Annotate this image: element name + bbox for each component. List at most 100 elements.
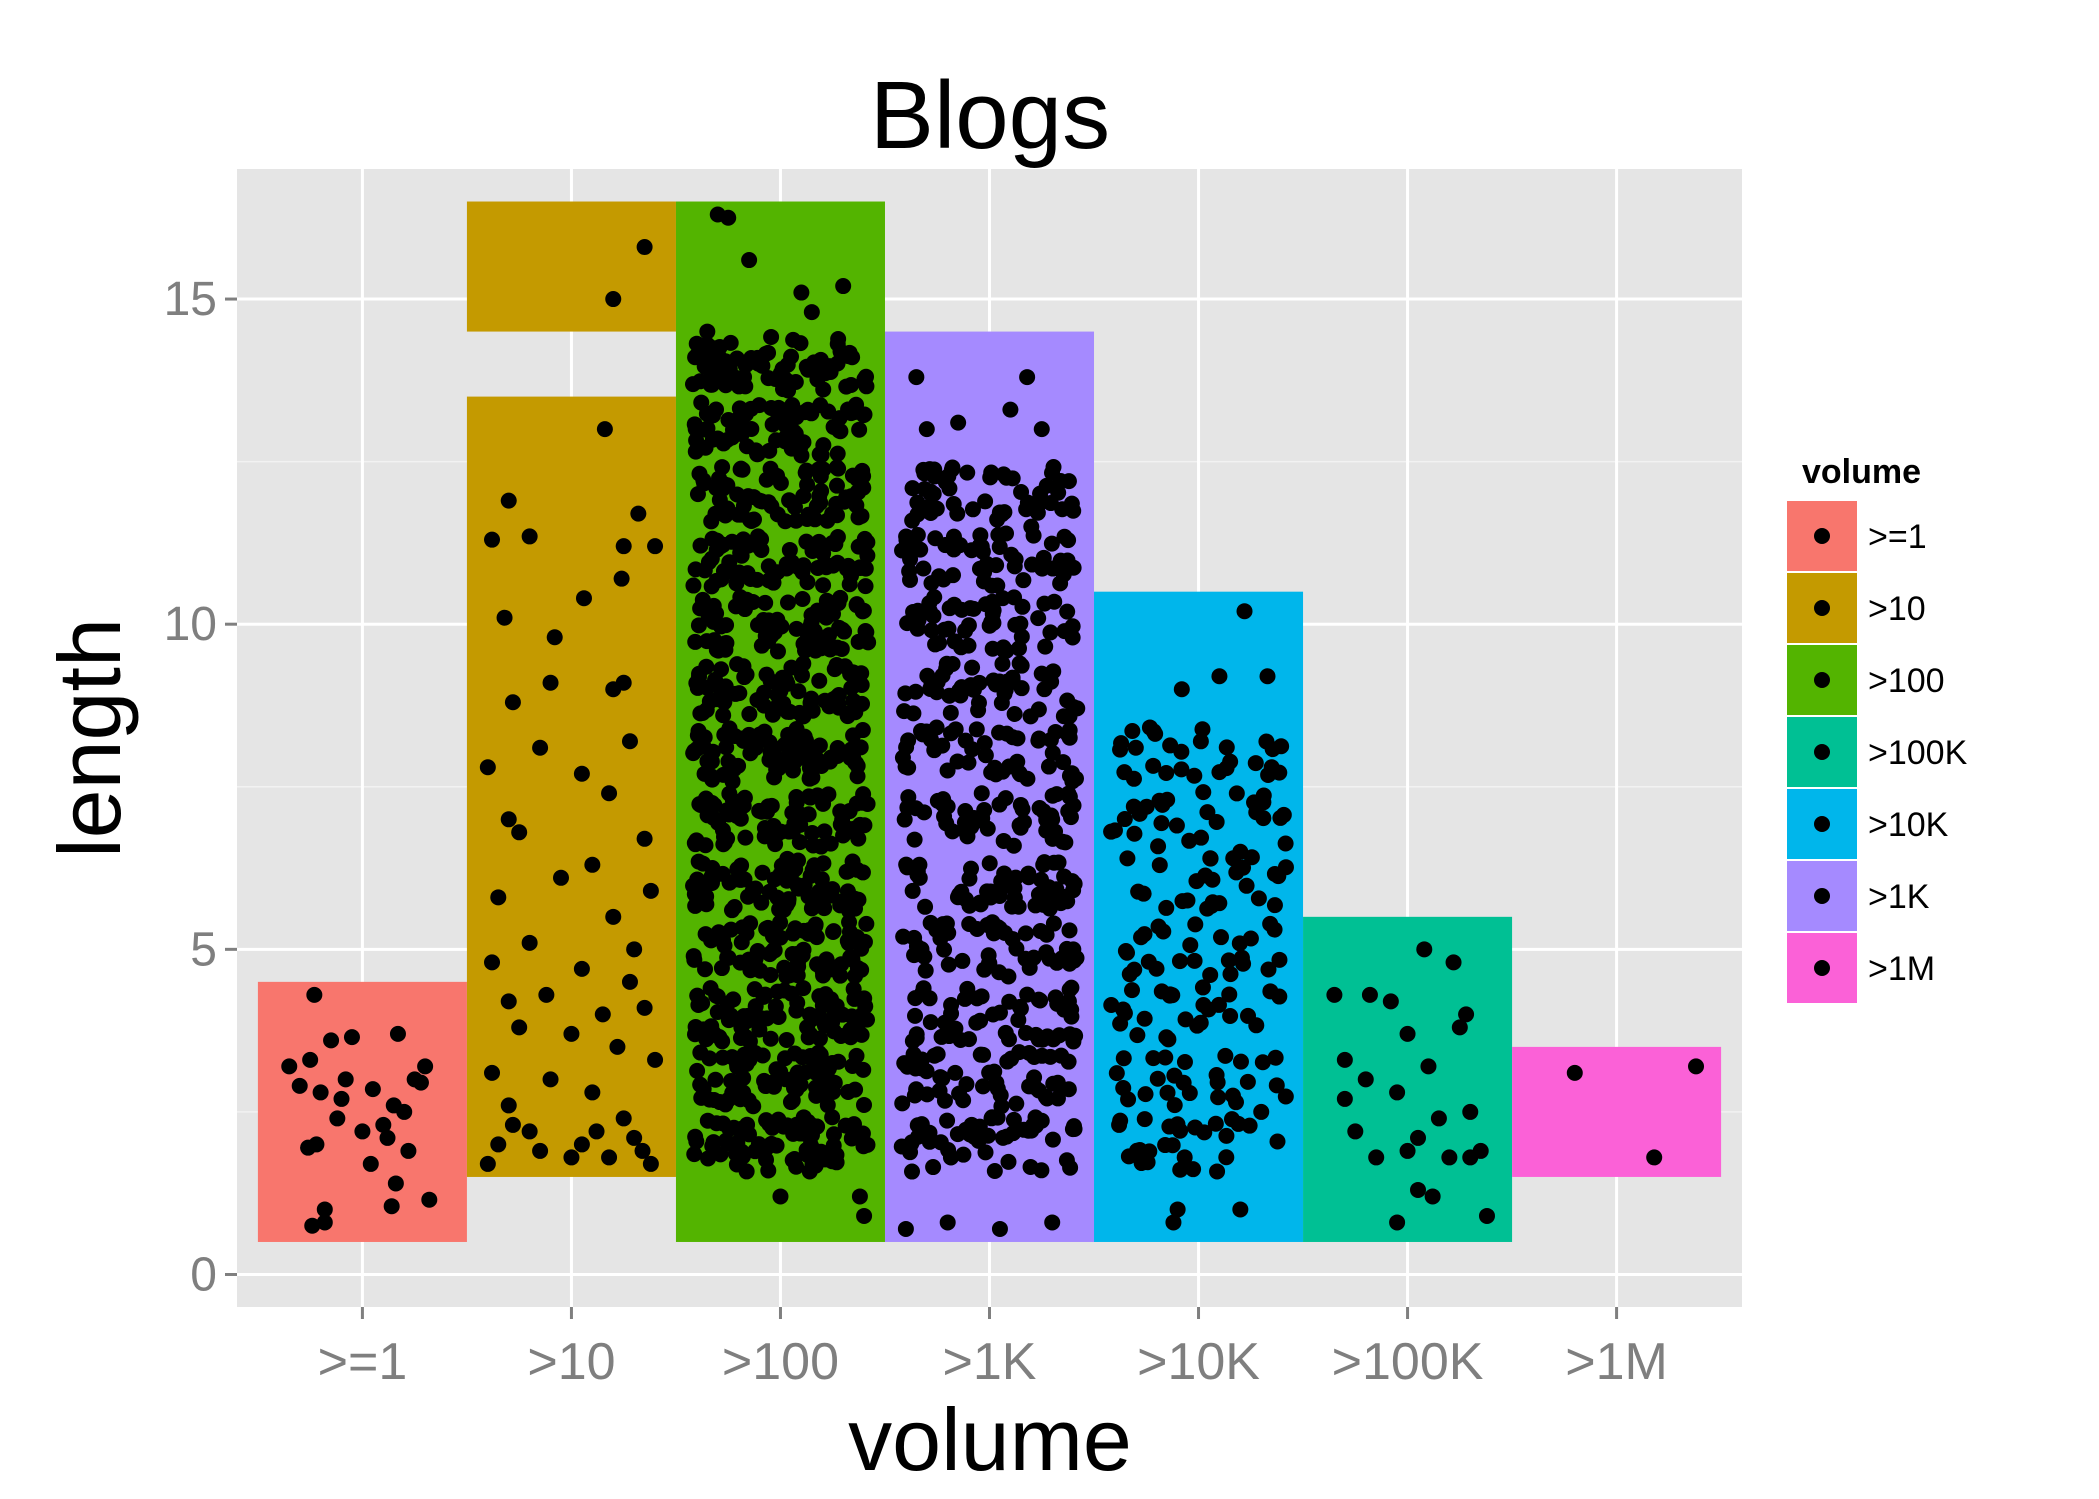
data-point bbox=[500, 492, 517, 509]
data-point bbox=[1209, 1074, 1226, 1091]
data-point bbox=[772, 929, 789, 946]
data-point bbox=[908, 1026, 925, 1043]
x-tick-label: >1K bbox=[943, 1333, 1037, 1391]
data-point bbox=[803, 1139, 820, 1156]
data-point bbox=[776, 959, 793, 976]
data-point bbox=[835, 278, 852, 295]
data-point bbox=[1033, 665, 1050, 682]
data-point bbox=[573, 765, 590, 782]
data-point bbox=[1165, 1214, 1182, 1231]
data-point bbox=[728, 575, 745, 592]
data-point bbox=[753, 803, 770, 820]
data-point bbox=[685, 577, 702, 594]
data-point bbox=[1218, 1149, 1235, 1166]
y-tick-label: 10 bbox=[164, 598, 217, 651]
data-point bbox=[949, 505, 966, 522]
data-point bbox=[1032, 992, 1049, 1009]
data-point bbox=[975, 1078, 992, 1095]
data-point bbox=[914, 726, 931, 743]
data-point bbox=[715, 707, 732, 724]
data-point bbox=[1221, 986, 1238, 1003]
data-point bbox=[1273, 738, 1290, 755]
data-point bbox=[923, 622, 940, 639]
data-point bbox=[997, 790, 1014, 807]
data-point bbox=[1043, 807, 1060, 824]
data-point bbox=[1060, 803, 1077, 820]
data-point bbox=[922, 680, 939, 697]
data-point bbox=[941, 600, 958, 617]
data-point bbox=[772, 474, 789, 491]
data-point bbox=[774, 669, 791, 686]
data-point bbox=[939, 1112, 956, 1129]
data-point bbox=[1222, 966, 1239, 983]
data-point bbox=[1399, 1142, 1416, 1159]
data-point bbox=[1103, 996, 1120, 1013]
data-point bbox=[1136, 1010, 1153, 1027]
data-point bbox=[573, 960, 590, 977]
data-point bbox=[573, 1136, 590, 1153]
data-point bbox=[1153, 815, 1170, 832]
data-point bbox=[795, 434, 812, 451]
data-point bbox=[717, 507, 734, 524]
scatter-points bbox=[281, 206, 1705, 1237]
data-point bbox=[972, 812, 989, 829]
data-point bbox=[747, 1143, 764, 1160]
data-point bbox=[375, 1116, 392, 1133]
data-point bbox=[312, 1084, 329, 1101]
data-point bbox=[1129, 1027, 1146, 1044]
data-point bbox=[684, 376, 701, 393]
data-point bbox=[1043, 535, 1060, 552]
data-point bbox=[766, 871, 783, 888]
data-point bbox=[1166, 1097, 1183, 1114]
data-point bbox=[1063, 495, 1080, 512]
data-point bbox=[804, 769, 821, 786]
data-point bbox=[421, 1191, 438, 1208]
data-point bbox=[828, 495, 845, 512]
data-point bbox=[897, 1220, 914, 1237]
data-point bbox=[935, 571, 952, 588]
data-point bbox=[1218, 1127, 1235, 1144]
data-point bbox=[904, 480, 921, 497]
data-point bbox=[760, 632, 777, 649]
data-point bbox=[1063, 1001, 1080, 1018]
data-point bbox=[747, 952, 764, 969]
y-tick-label: 0 bbox=[190, 1248, 217, 1301]
data-point bbox=[1271, 951, 1288, 968]
data-point bbox=[1272, 809, 1289, 826]
data-point bbox=[354, 1123, 371, 1140]
data-point bbox=[704, 376, 721, 393]
data-point bbox=[722, 334, 739, 351]
data-point bbox=[1217, 1047, 1234, 1064]
data-point bbox=[1416, 941, 1433, 958]
data-point bbox=[919, 499, 936, 516]
data-point bbox=[1420, 1058, 1437, 1075]
data-point bbox=[1233, 949, 1250, 966]
data-point bbox=[799, 510, 816, 527]
data-point bbox=[923, 575, 940, 592]
y-tick-label: 5 bbox=[190, 923, 217, 976]
data-point bbox=[805, 837, 822, 854]
data-point bbox=[734, 919, 751, 936]
data-point bbox=[799, 1113, 816, 1130]
data-point bbox=[1066, 1120, 1083, 1137]
range-rect bbox=[466, 201, 676, 332]
data-point bbox=[1204, 871, 1221, 888]
data-point bbox=[1060, 1053, 1077, 1070]
data-point bbox=[1361, 986, 1378, 1003]
data-point bbox=[1169, 1201, 1186, 1218]
chart-title: Blogs bbox=[870, 62, 1110, 169]
data-point bbox=[743, 420, 760, 437]
data-point bbox=[986, 1162, 1003, 1179]
data-point bbox=[1236, 603, 1253, 620]
data-point bbox=[1038, 822, 1055, 839]
data-point bbox=[1441, 1149, 1458, 1166]
data-point bbox=[1007, 551, 1024, 568]
x-axis-title: volume bbox=[848, 1390, 1132, 1489]
data-point bbox=[842, 928, 859, 945]
data-point bbox=[1052, 575, 1069, 592]
data-point bbox=[1125, 770, 1142, 787]
data-point bbox=[793, 667, 810, 684]
data-point bbox=[963, 860, 980, 877]
data-point bbox=[991, 504, 1008, 521]
data-point bbox=[594, 1006, 611, 1023]
